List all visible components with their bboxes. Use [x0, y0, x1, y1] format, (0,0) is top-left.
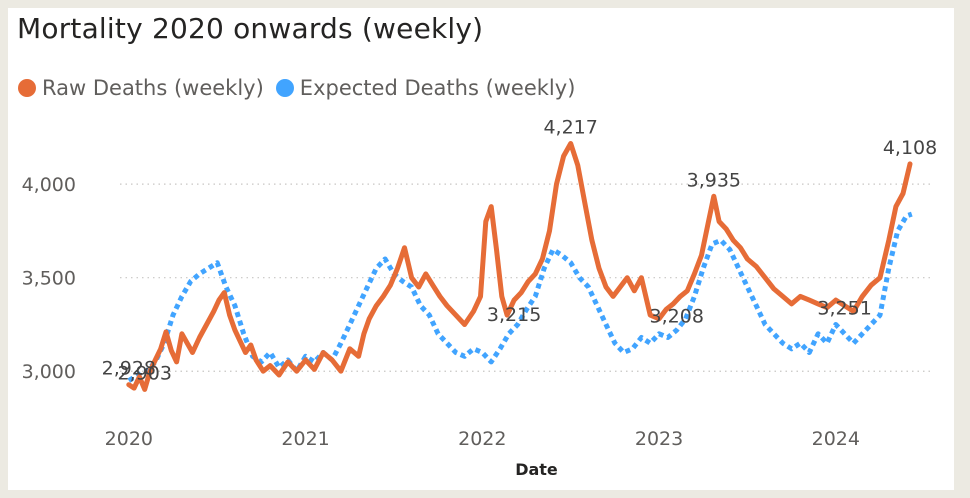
- legend-item-expected-deaths[interactable]: Expected Deaths (weekly): [275, 76, 576, 100]
- x-axis-title: Date: [515, 460, 558, 479]
- data-label: 3,215: [487, 304, 541, 326]
- data-label: 3,935: [687, 169, 741, 191]
- legend-marker-raw: [18, 79, 36, 97]
- expected-deaths-line[interactable]: [127, 211, 913, 383]
- line-chart-plot: 3,000 3,500 4,000 2020 2021 2022 2023 2024 Date 2…: [22, 117, 938, 479]
- data-label: 4,217: [543, 117, 597, 139]
- data-label: 3,208: [650, 305, 704, 327]
- data-label: 2,928: [102, 358, 156, 380]
- x-tick-label: 2021: [281, 428, 329, 450]
- raw-deaths-line[interactable]: [126, 141, 913, 392]
- chart-title: Mortality 2020 onwards (weekly): [17, 12, 484, 45]
- data-label: 3,251: [817, 297, 871, 319]
- chart-card: Mortality 2020 onwards (weekly) Raw Deat…: [8, 8, 954, 490]
- data-label: 2,903: [118, 362, 172, 384]
- y-tick-label: 3,500: [22, 268, 76, 290]
- legend-label-expected: Expected Deaths (weekly): [299, 76, 576, 100]
- legend-label-raw: Raw Deaths (weekly): [42, 76, 264, 100]
- legend-item-raw-deaths[interactable]: Raw Deaths (weekly): [18, 76, 264, 100]
- x-tick-label: 2024: [812, 428, 860, 450]
- data-label: 4,108: [883, 137, 937, 159]
- x-tick-label: 2023: [635, 428, 683, 450]
- y-tick-label: 4,000: [22, 174, 76, 196]
- x-tick-label: 2022: [458, 428, 506, 450]
- legend-marker-expected: [275, 79, 294, 97]
- x-tick-label: 2020: [105, 428, 153, 450]
- y-tick-label: 3,000: [22, 361, 76, 383]
- chart-legend: Raw Deaths (weekly) Expected Deaths (wee…: [18, 76, 587, 100]
